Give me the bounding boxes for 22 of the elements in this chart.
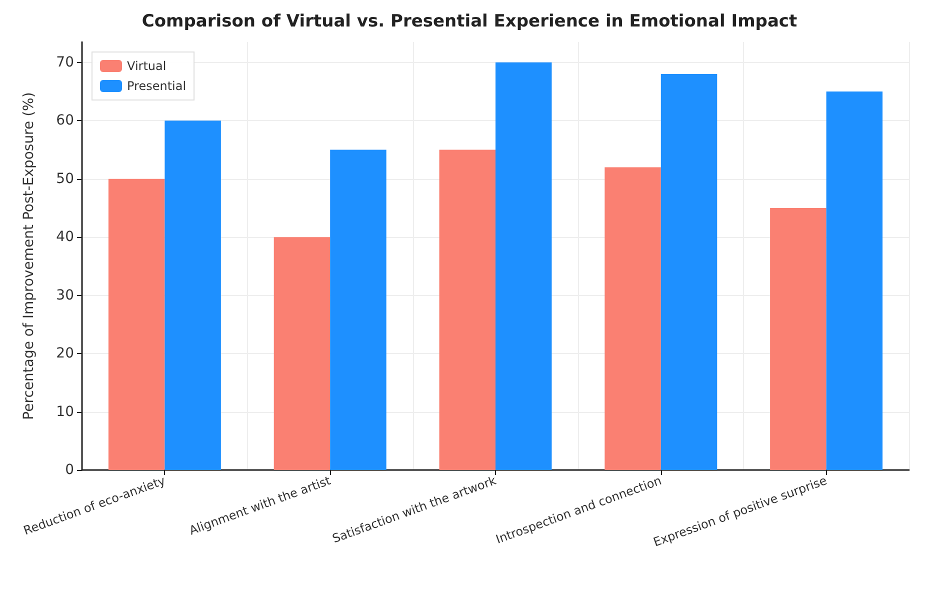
y-tick-label: 60 — [56, 112, 74, 129]
y-tick-label: 40 — [56, 229, 74, 246]
bar — [770, 208, 826, 470]
bar — [826, 91, 883, 470]
bar — [164, 120, 221, 470]
bar — [604, 167, 661, 470]
legend-label: Presential — [127, 79, 186, 93]
y-tick-label: 10 — [56, 404, 74, 420]
y-tick-label: 70 — [56, 54, 74, 70]
chart-title: Comparison of Virtual vs. Presential Experience in Emotional Impact — [142, 12, 798, 32]
legend-label: Virtual — [127, 59, 166, 73]
bar — [108, 178, 165, 470]
bar — [496, 62, 552, 470]
bar — [274, 237, 330, 470]
bar — [439, 150, 496, 470]
y-tick-label: 30 — [56, 287, 74, 304]
bar — [660, 74, 718, 470]
y-tick-label: 20 — [56, 346, 74, 362]
y-tick-label: 50 — [56, 170, 74, 187]
y-axis-title: Percentage of Improvement Post-Exposure (%) — [21, 92, 37, 420]
y-tick-label: 0 — [65, 462, 74, 478]
bar — [330, 150, 386, 470]
